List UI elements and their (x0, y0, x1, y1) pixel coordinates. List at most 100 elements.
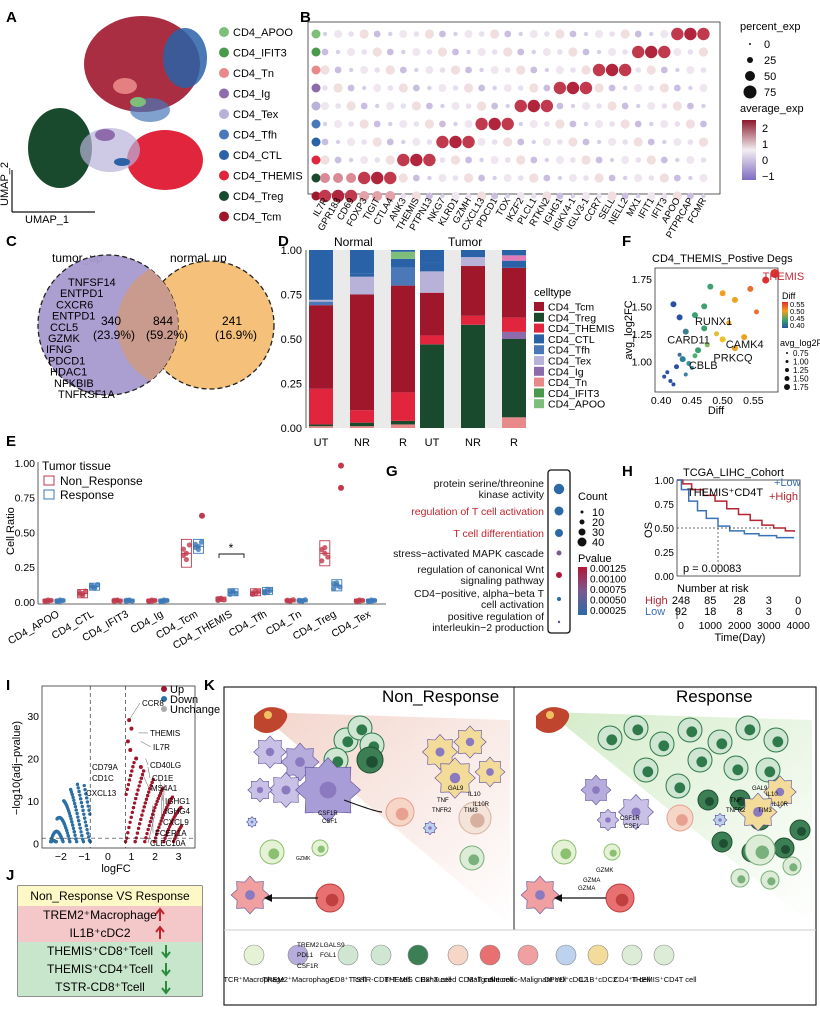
volcano-point (157, 794, 162, 798)
panel-letter-i: I (6, 677, 10, 694)
scatter-gene-label: CBLB (689, 360, 718, 372)
cd4-cell-nucleus (468, 854, 480, 866)
dotplot-dot (661, 103, 668, 109)
necrotic-malignant-cell-nucleus (245, 890, 255, 900)
scatter-point (686, 360, 692, 366)
size-legend-dot (743, 85, 757, 99)
dotplot-dot (505, 103, 510, 109)
volcano-point (73, 805, 78, 809)
risk-title: Number at risk (677, 583, 749, 595)
stack-segment (350, 426, 374, 428)
volcano-point (148, 820, 153, 824)
dotplot-dot (542, 48, 551, 56)
volcano-point (67, 811, 72, 815)
summary-row-bg (18, 924, 202, 942)
km-ytick: 0.00 (655, 572, 675, 583)
panel-letter-d: D (278, 233, 289, 250)
diff-legend-label: 0.45 (790, 314, 805, 323)
volcano-xlabel: logFC (101, 863, 130, 875)
molecule-label: CSF1R (318, 811, 338, 817)
box-point (45, 598, 51, 604)
dotplot-dot (529, 173, 539, 183)
stack-ytick: 0.75 (281, 290, 302, 302)
stack-segment (350, 410, 374, 423)
stack-segment (391, 424, 415, 428)
malignant-cell-nucleus (325, 893, 339, 907)
legend-cell-icon (653, 944, 675, 966)
volcano-point (128, 820, 132, 824)
dotplot-dot (401, 49, 406, 55)
dotplot-dot (424, 119, 434, 129)
size-legend-title: percent_exp (740, 21, 801, 33)
panel-letter-a: A (6, 9, 17, 26)
volcano-point (164, 833, 168, 837)
tcr-macrophage-nucleus (317, 845, 325, 853)
dotplot-dot (687, 102, 694, 110)
stacked-bars: 1.00 0.75 0.50 0.25 0.00 UT UT NR NR R R (281, 245, 526, 449)
volcano-gene-up: THEMIS (150, 729, 180, 738)
panel-letter-k: K (204, 677, 215, 694)
go-term: CD4−positive, alpha−beta T (414, 588, 545, 600)
venn-gene: ENTPD1 (60, 288, 103, 300)
dotplot-dot (347, 138, 356, 146)
dotplot-dot (334, 30, 343, 38)
legend-label: CD4_IFIT3 (233, 48, 287, 60)
il1b-cdc2-nucleus (753, 807, 763, 817)
dotplot-dot (462, 135, 475, 149)
panel-letter-j: J (6, 867, 14, 884)
dotplot-dot (477, 48, 486, 56)
themis-cd4-cell-nucleus (789, 863, 798, 872)
cd8-cell-nucleus (744, 724, 756, 736)
km-xtick: 2000 (728, 620, 752, 632)
legend-dot (219, 109, 229, 119)
dotplot-dot (529, 120, 538, 128)
venn-gene: IFNG (46, 344, 72, 356)
summary-row-label: THEMIS⁺CD8⁺Tcell (47, 944, 153, 958)
stack-segment (350, 276, 374, 295)
dotplot-dot (684, 27, 697, 41)
box-point (299, 598, 305, 604)
cd8-cell-nucleus (716, 738, 728, 750)
dotplot-dot (570, 67, 576, 73)
stack-segment (350, 250, 374, 274)
volcano-point (128, 747, 133, 752)
volcano-point (70, 820, 74, 824)
dotplot-dot (465, 66, 472, 74)
pvalue-legend-bar (578, 567, 587, 615)
dotplot-dot (373, 84, 382, 92)
volcano-xtick: −1 (78, 851, 90, 863)
arrowhead-icon (264, 894, 272, 902)
legend-cell-icon (587, 944, 609, 966)
cd8-cell-nucleus (356, 724, 368, 736)
dotplot-dot (320, 65, 330, 75)
venn-gene: HDAC1 (50, 367, 87, 379)
dotplot-dot (529, 83, 539, 93)
dotplot-dot (427, 85, 432, 91)
dotplot-dot (621, 192, 629, 200)
color-legend-label: −1 (762, 171, 775, 183)
trem2-macrophage-nucleus (319, 781, 337, 799)
themis-cd4-cell-nucleus (767, 877, 776, 886)
km-ylabel: OS (643, 522, 655, 538)
celltype-swatch (534, 323, 544, 333)
volcano-point (129, 773, 133, 778)
risk-low-value: 92 (675, 606, 687, 618)
volcano-point (158, 791, 163, 795)
dotplot-dot (570, 157, 576, 163)
volcano-point (135, 792, 139, 796)
stack-segment (309, 305, 333, 389)
schematic-legend-label: Malignant cell (467, 975, 513, 984)
dotplot-dot (335, 103, 341, 109)
cd8-cell-nucleus (342, 736, 354, 748)
dotplot-dot (660, 66, 668, 74)
legend-dot (219, 150, 229, 160)
dotplot-dot (492, 175, 497, 181)
dotplot-dot (517, 138, 525, 146)
volcano-point (135, 831, 140, 835)
go-dot (556, 550, 562, 556)
volcano-point (84, 824, 88, 828)
scatter-xlabel: Diff (708, 405, 725, 417)
dotplot-dot (673, 48, 682, 56)
dotplot-dot (410, 153, 423, 167)
dotplot-dot (397, 153, 410, 167)
